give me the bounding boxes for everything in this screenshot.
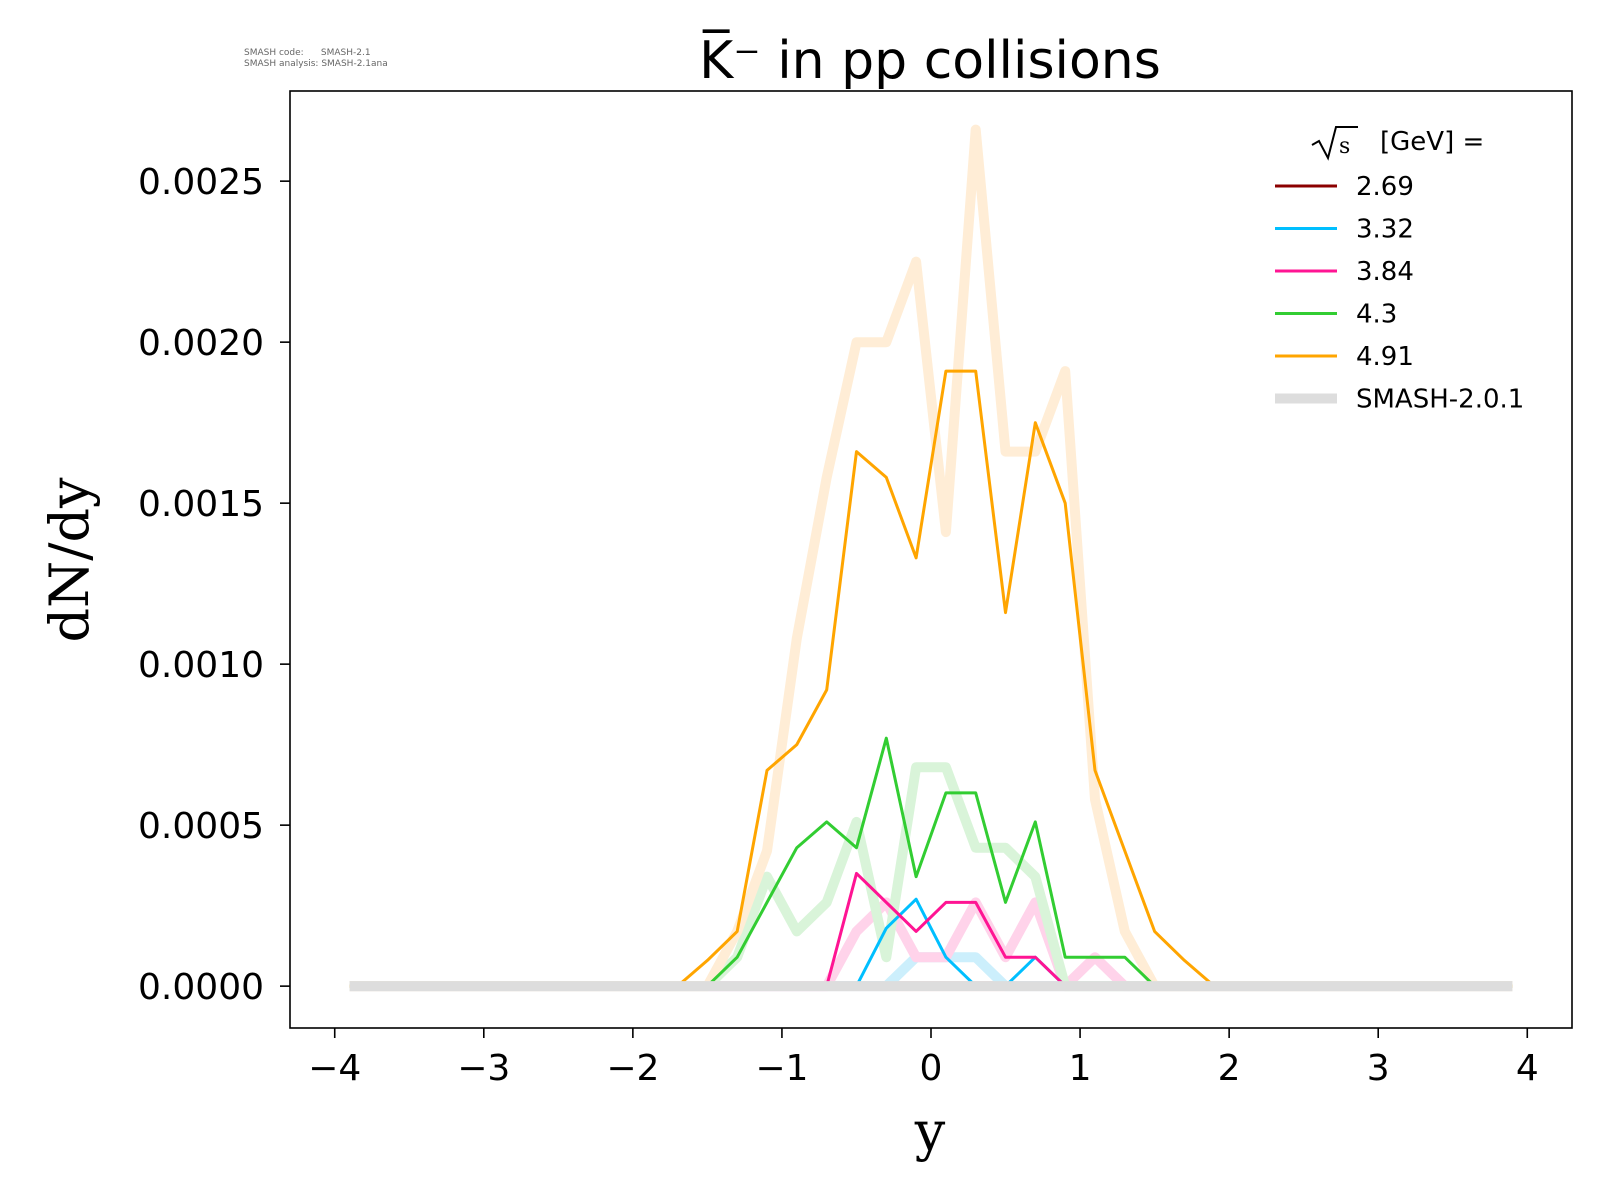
legend-sqrt-s-symbol: s [1311,126,1358,161]
plot-lines [349,124,1513,992]
legend-label-3-32: 3.32 [1356,215,1414,245]
sqrt-radicand: s [1339,134,1350,159]
legend-title: [GeV] = [1380,127,1484,157]
smash-analysis-key: SMASH analysis: [244,59,319,69]
series-line-4-3 [349,736,1513,988]
legend-label-SMASH-2-0-1: SMASH-2.0.1 [1356,385,1524,415]
legend-label-4-3: 4.3 [1356,300,1397,330]
x-tick-label: 0 [920,1048,943,1089]
x-tick-label: −3 [457,1048,510,1089]
series-line-4-91 [349,369,1513,988]
smash-analysis-label: SMASH analysis: SMASH-2.1ana [244,59,388,70]
legend-label-3-84: 3.84 [1356,257,1414,287]
smash-code-version: SMASH-2.1 [320,48,371,58]
series-line-3-32 [349,897,1513,988]
y-tick-label: 0.0020 [138,323,264,364]
x-tick-label: 2 [1218,1048,1241,1089]
x-axis-label: y [914,1100,946,1163]
x-axis-ticks: −4 −3 −2 −1 0 1 2 3 4 [308,1028,1539,1089]
legend-label-4-91: 4.91 [1356,342,1414,372]
legend-items: 2.69 3.32 3.84 4.3 4.91 SMASH-2.0.1 [1275,172,1524,415]
x-tick-label: −4 [308,1048,361,1089]
y-axis-ticks: 0.0000 0.0005 0.0010 0.0015 0.0020 0.0025 [138,162,290,1008]
smash-analysis-version: SMASH-2.1ana [321,59,388,69]
x-tick-label: −2 [606,1048,659,1089]
legend-label-2-69: 2.69 [1356,172,1414,202]
x-tick-label: 3 [1367,1048,1390,1089]
reference-line-4-91-SMASH-2-0-1 [349,124,1513,992]
legend: s [GeV] = 2.69 3.32 3.84 4.3 4.91 SMASH-2.0.1 [1275,126,1524,415]
y-axis-label: dN/dy [38,477,101,643]
y-tick-label: 0.0000 [138,967,264,1008]
y-tick-label: 0.0005 [138,806,264,847]
smash-code-key: SMASH code: [244,48,304,58]
smash-code-label: SMASH code: SMASH-2.1 [244,48,371,59]
x-tick-label: 4 [1516,1048,1539,1089]
y-tick-label: 0.0010 [138,645,264,686]
sqrt-symbol [1311,126,1358,161]
x-tick-label: −1 [755,1048,808,1089]
y-tick-label: 0.0025 [138,162,264,203]
y-tick-label: 0.0015 [138,484,264,525]
x-tick-label: 1 [1069,1048,1092,1089]
chart-title: K̅⁻ in pp collisions [699,29,1161,91]
